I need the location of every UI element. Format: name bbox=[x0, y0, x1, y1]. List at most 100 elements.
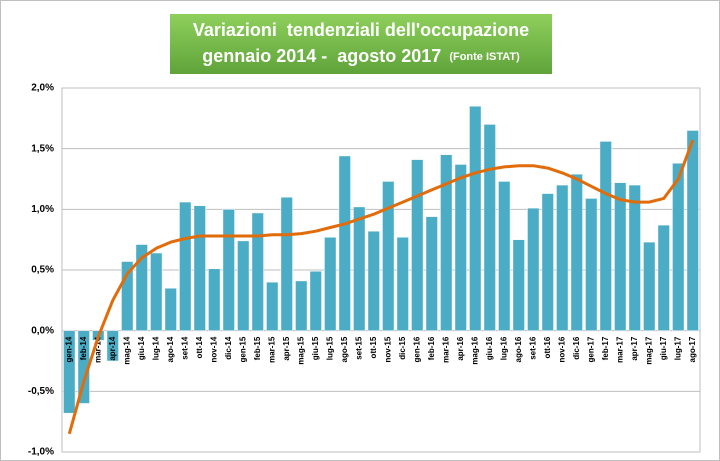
x-tick-label: gen-14 bbox=[64, 336, 73, 362]
bar bbox=[338, 155, 351, 331]
bar bbox=[135, 244, 148, 331]
y-tick-label: 2,0% bbox=[31, 83, 54, 94]
x-tick-label: apr-15 bbox=[282, 336, 291, 361]
x-tick-label: mar-14 bbox=[93, 336, 102, 363]
bar bbox=[599, 141, 612, 331]
x-tick-label: set-15 bbox=[354, 336, 363, 360]
x-tick-label: dic-16 bbox=[572, 336, 581, 360]
y-tick-label: -1,0% bbox=[28, 447, 54, 458]
x-tick-label: lug-16 bbox=[499, 336, 508, 360]
trend-line bbox=[67, 139, 695, 435]
x-tick-label: mag-17 bbox=[644, 336, 653, 365]
x-tick-label: giu-17 bbox=[659, 336, 668, 360]
bar bbox=[367, 230, 380, 331]
bar bbox=[556, 184, 569, 331]
x-tick-label: apr-17 bbox=[630, 336, 639, 361]
bar bbox=[570, 173, 583, 331]
bar bbox=[324, 236, 337, 331]
bar bbox=[396, 236, 409, 331]
x-tick-label: feb-14 bbox=[79, 336, 88, 360]
bar bbox=[63, 330, 76, 414]
x-tick-label: lug-15 bbox=[325, 336, 334, 360]
bar bbox=[106, 330, 119, 362]
y-tick-label: 1,0% bbox=[31, 204, 54, 215]
x-tick-label: ott-16 bbox=[543, 336, 552, 358]
bar bbox=[150, 252, 163, 331]
bar bbox=[222, 209, 235, 331]
x-tick-label: lug-14 bbox=[151, 336, 160, 360]
x-tick-label: ago-16 bbox=[514, 336, 523, 362]
x-tick-label: ago-14 bbox=[166, 336, 175, 362]
x-tick-label: mar-15 bbox=[267, 336, 276, 363]
x-tick-label: dic-14 bbox=[224, 336, 233, 360]
title-box bbox=[170, 14, 552, 74]
bar bbox=[454, 164, 467, 331]
x-tick-label: feb-17 bbox=[601, 336, 610, 360]
bar bbox=[643, 241, 656, 331]
bar bbox=[614, 182, 627, 331]
x-tick-label: ott-15 bbox=[369, 336, 378, 358]
bar bbox=[309, 270, 322, 331]
chart-subtitle: gennaio 2014 - agosto 2017 bbox=[202, 46, 441, 66]
chart-title: Variazioni tendenziali dell'occupazione bbox=[193, 20, 529, 40]
chart-source: (Fonte ISTAT) bbox=[449, 51, 520, 63]
bar bbox=[541, 193, 554, 331]
bar bbox=[425, 216, 438, 331]
y-tick-label: 0,5% bbox=[31, 265, 54, 276]
x-tick-label: mar-17 bbox=[615, 336, 624, 363]
bar bbox=[527, 207, 540, 331]
x-tick-label: mag-14 bbox=[122, 336, 131, 365]
bar bbox=[657, 224, 670, 331]
x-tick-label: giu-14 bbox=[137, 336, 146, 360]
x-tick-label: giu-15 bbox=[311, 336, 320, 360]
x-tick-label: set-16 bbox=[528, 336, 537, 360]
x-tick-label: mag-16 bbox=[470, 336, 479, 365]
bar bbox=[164, 287, 177, 331]
y-tick-label: 1,5% bbox=[31, 143, 54, 154]
bar bbox=[411, 159, 424, 331]
bar bbox=[512, 239, 525, 331]
bar bbox=[469, 105, 482, 331]
bar bbox=[686, 130, 699, 331]
bar bbox=[440, 154, 453, 331]
y-tick-label: 0,0% bbox=[31, 325, 54, 336]
bar bbox=[382, 181, 395, 331]
bar bbox=[193, 205, 206, 331]
x-tick-label: nov-14 bbox=[209, 336, 218, 362]
bar bbox=[251, 212, 264, 331]
bar bbox=[208, 268, 221, 331]
bar bbox=[121, 261, 134, 331]
x-tick-label: ott-14 bbox=[195, 336, 204, 358]
x-tick-label: gen-16 bbox=[412, 336, 421, 362]
bar bbox=[498, 181, 511, 331]
x-tick-label: feb-16 bbox=[427, 336, 436, 360]
bar bbox=[237, 240, 250, 331]
bar bbox=[179, 201, 192, 331]
x-tick-label: mag-15 bbox=[296, 336, 305, 365]
x-tick-label: gen-17 bbox=[586, 336, 595, 362]
x-tick-label: mar-16 bbox=[441, 336, 450, 363]
x-tick-label: nov-15 bbox=[383, 336, 392, 362]
bar bbox=[628, 184, 641, 331]
bar bbox=[585, 198, 598, 331]
bar bbox=[353, 206, 366, 331]
x-tick-label: dic-15 bbox=[398, 336, 407, 360]
bar bbox=[280, 196, 293, 331]
bar bbox=[672, 162, 685, 331]
x-tick-label: lug-17 bbox=[673, 336, 682, 360]
y-tick-label: -0,5% bbox=[28, 386, 54, 397]
x-tick-label: ago-15 bbox=[340, 336, 349, 362]
x-tick-label: giu-16 bbox=[485, 336, 494, 360]
x-tick-label: set-14 bbox=[180, 336, 189, 360]
x-tick-label: feb-15 bbox=[253, 336, 262, 360]
x-tick-label: apr-16 bbox=[456, 336, 465, 361]
chart-subtitle-line: gennaio 2014 - agosto 2017 (Fonte ISTAT) bbox=[202, 46, 520, 66]
x-tick-label: apr-14 bbox=[108, 336, 117, 361]
x-tick-label: nov-16 bbox=[557, 336, 566, 362]
bar bbox=[266, 281, 279, 331]
bar bbox=[295, 280, 308, 331]
bar bbox=[483, 124, 496, 331]
x-tick-label: ago-17 bbox=[688, 336, 697, 362]
x-tick-label: gen-15 bbox=[238, 336, 247, 362]
